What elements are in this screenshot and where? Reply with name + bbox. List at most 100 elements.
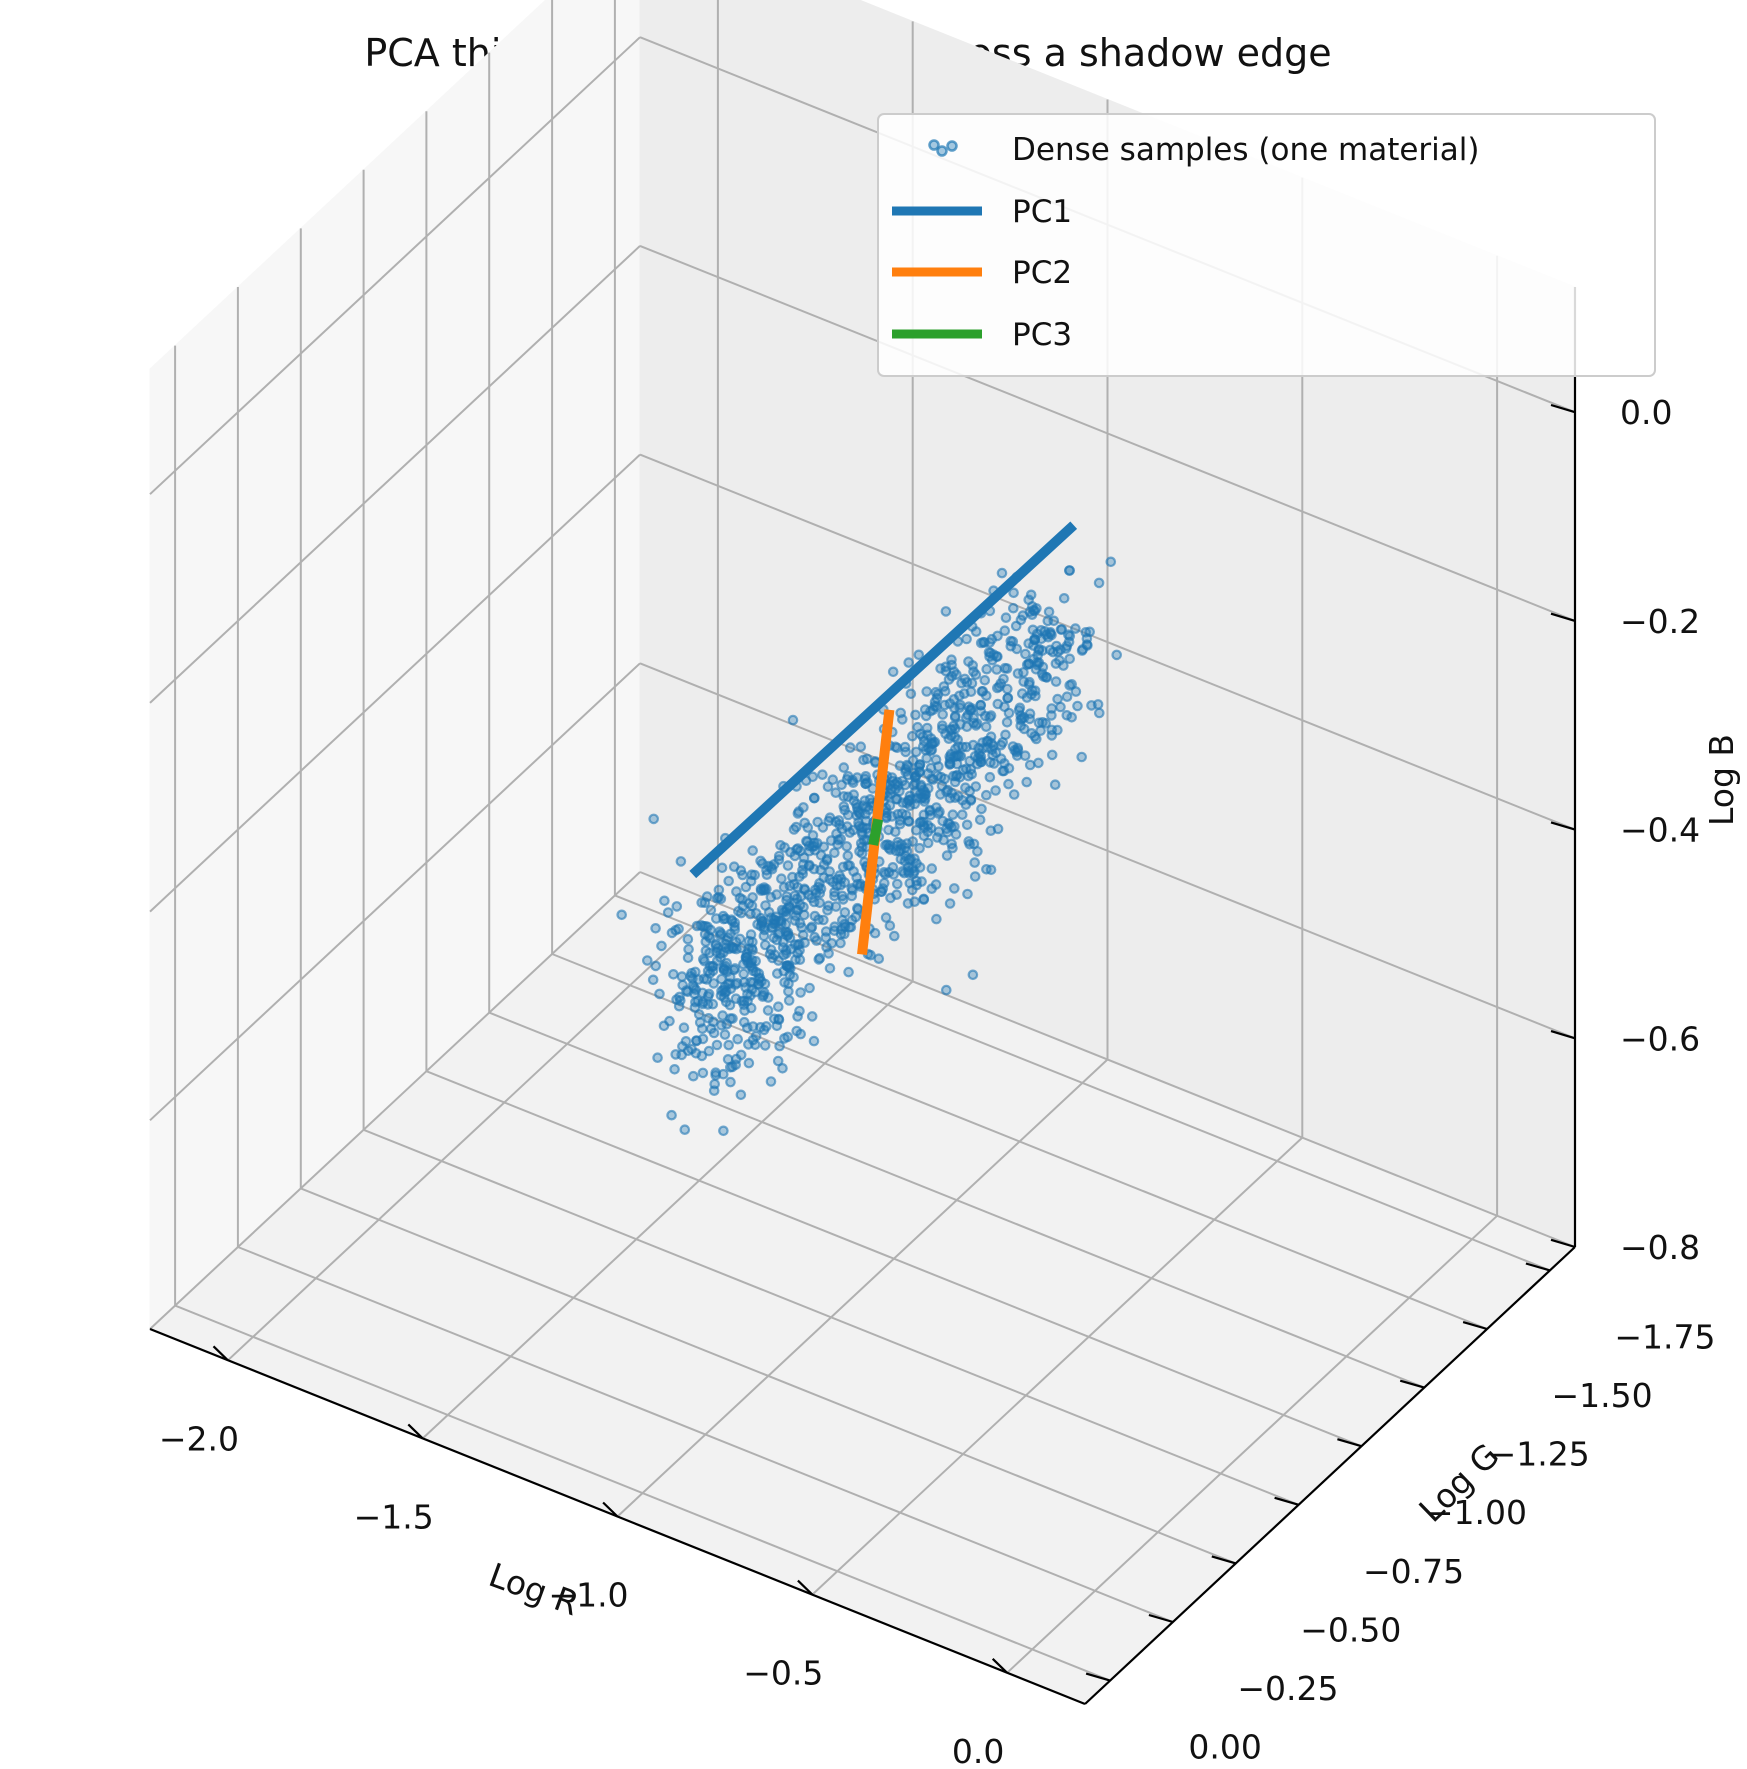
scatter-point bbox=[772, 1055, 784, 1067]
scatter-point bbox=[948, 770, 959, 782]
scatter-point bbox=[701, 891, 713, 902]
scatter-point bbox=[771, 1020, 783, 1032]
scatter-point bbox=[697, 1067, 709, 1079]
scatter-point bbox=[1070, 623, 1081, 634]
scatter-point bbox=[702, 999, 714, 1010]
scatter-point bbox=[827, 876, 839, 888]
scatter-point bbox=[1005, 635, 1017, 647]
x-tick-label: −1.0 bbox=[548, 1576, 628, 1615]
scatter-point bbox=[794, 845, 806, 857]
scatter-point bbox=[967, 969, 979, 981]
scatter-point bbox=[721, 1018, 733, 1030]
scatter-point bbox=[857, 829, 868, 841]
scatter-point bbox=[984, 651, 995, 662]
scatter-point bbox=[777, 1063, 788, 1074]
pc-line-pc1 bbox=[689, 521, 1078, 879]
scatter-point bbox=[855, 741, 867, 752]
y-tick-label: −1.00 bbox=[1426, 1493, 1527, 1532]
scatter-point bbox=[708, 978, 719, 989]
scatter-point bbox=[691, 1035, 702, 1046]
scatter-point bbox=[926, 863, 938, 874]
scatter-point bbox=[775, 839, 786, 851]
scatter-point bbox=[808, 1035, 820, 1047]
scatter-point bbox=[1037, 661, 1049, 673]
scatter-point bbox=[679, 1124, 691, 1135]
scatter-point bbox=[970, 669, 982, 680]
scatter-point bbox=[797, 929, 809, 941]
scatter-point bbox=[676, 1049, 687, 1061]
scatter-point bbox=[981, 863, 992, 875]
scatter-point bbox=[937, 709, 948, 720]
scatter-point bbox=[1049, 779, 1061, 790]
grid-line-z-back bbox=[639, 453, 1576, 831]
scatter-point bbox=[778, 949, 789, 961]
scatter-point bbox=[948, 883, 960, 894]
scatter-point bbox=[941, 823, 952, 834]
x-tick-label: −0.5 bbox=[743, 1654, 823, 1693]
scatter-point bbox=[884, 920, 896, 931]
grid-line-y-floor bbox=[488, 1011, 1425, 1389]
scatter-point bbox=[1064, 680, 1075, 691]
scatter-point bbox=[793, 871, 805, 882]
scatter-point bbox=[648, 813, 659, 825]
scatter-point bbox=[940, 728, 951, 740]
grid-line-z-back bbox=[639, 244, 1576, 622]
scatter-point bbox=[664, 1015, 675, 1027]
scatter-point bbox=[1012, 668, 1024, 679]
scatter-point bbox=[981, 663, 992, 675]
scatter-point bbox=[735, 1089, 747, 1101]
scatter-point bbox=[898, 867, 910, 879]
grid-line-z-left bbox=[149, 453, 641, 913]
scatter-point bbox=[921, 722, 933, 734]
scatter-point bbox=[1058, 592, 1070, 604]
scatter-point bbox=[847, 774, 858, 786]
scatter-point bbox=[650, 960, 661, 972]
scatter-point bbox=[884, 844, 896, 855]
scatter-point bbox=[1052, 693, 1063, 705]
scatter-point bbox=[1050, 676, 1062, 687]
scatter-point bbox=[850, 911, 861, 923]
scatter-point bbox=[735, 865, 747, 876]
scatter-point bbox=[741, 1022, 753, 1034]
y-tick-label: −1.25 bbox=[1489, 1435, 1590, 1474]
y-tick-label: 0.00 bbox=[1188, 1728, 1261, 1767]
grid-line-z-left bbox=[149, 871, 641, 1330]
scatter-point bbox=[844, 742, 856, 753]
y-tick-label: −0.75 bbox=[1363, 1552, 1464, 1591]
z-tick-label: 0.0 bbox=[1620, 393, 1672, 432]
x-axis-label: Log R bbox=[484, 1555, 584, 1623]
scatter-point bbox=[920, 710, 932, 722]
scatter-point bbox=[666, 1109, 677, 1121]
scatter-point bbox=[924, 804, 936, 816]
scatter-point bbox=[842, 850, 854, 861]
scatter-point bbox=[715, 952, 726, 963]
scatter-point bbox=[1050, 658, 1062, 669]
scatter-point bbox=[793, 806, 805, 817]
scatter-point bbox=[829, 921, 840, 932]
scatter-point bbox=[1039, 625, 1051, 637]
grid-line-x-floor bbox=[811, 1136, 1303, 1596]
scatter-point bbox=[839, 877, 851, 888]
scatter-point bbox=[647, 974, 659, 986]
scatter-point bbox=[1056, 624, 1068, 635]
scatter-point bbox=[940, 665, 952, 677]
scatter-point bbox=[949, 710, 961, 722]
scatter-point bbox=[668, 968, 679, 980]
legend-label-samples: Dense samples (one material) bbox=[1012, 132, 1480, 168]
scatter-point bbox=[791, 1025, 802, 1037]
scatter-point bbox=[810, 887, 822, 899]
y-tick-label: −1.50 bbox=[1552, 1376, 1653, 1415]
x-tick bbox=[212, 1345, 229, 1362]
y-tick-label: −0.50 bbox=[1300, 1610, 1401, 1649]
scatter-point bbox=[918, 830, 930, 842]
grid-line-y-floor bbox=[237, 1246, 1174, 1623]
scatter-point bbox=[689, 1002, 701, 1013]
scatter-point bbox=[817, 769, 828, 780]
scatter-point bbox=[762, 1005, 774, 1016]
scatter-point bbox=[806, 921, 818, 933]
scatter-point bbox=[759, 939, 771, 951]
scatter-point bbox=[738, 958, 749, 970]
tick-marks: −2.0 −1.5 −1.0 −0.5 0.0 −1.75 −1.50 −1.25 −1.00 −… bbox=[159, 393, 1716, 1769]
scatter-point bbox=[662, 907, 674, 918]
scatter-point bbox=[1046, 710, 1057, 721]
